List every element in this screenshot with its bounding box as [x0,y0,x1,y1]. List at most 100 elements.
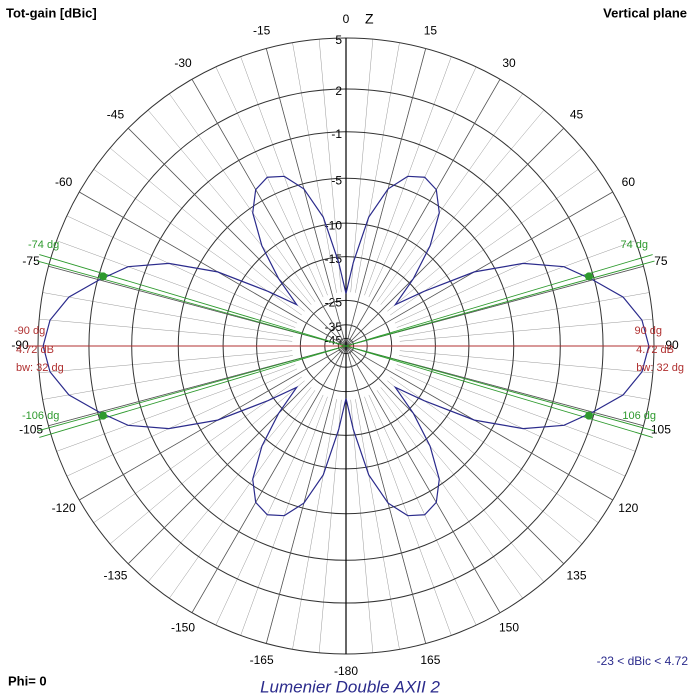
beam-edge-line [37,260,347,347]
angle-tick-label: -135 [103,569,127,583]
angle-tick-label: -60 [55,175,73,189]
grid-spoke [345,345,501,613]
minor-spoke [42,292,293,337]
pattern-line [42,175,650,517]
minor-spoke [109,380,305,545]
grid-spoke [345,127,565,347]
angle-tick-label: -75 [22,254,40,268]
y-label: Tot-gain [dBic] [6,5,97,20]
phi-label: Phi= 0 [8,673,47,688]
angle-tick-label: 150 [499,620,519,634]
r-tick-label: -35 [325,320,343,334]
minor-spoke [399,355,650,400]
angle-tick-label: -120 [52,501,76,515]
r-tick-label: -15 [325,252,343,266]
minor-spoke [66,215,298,324]
beam-edge-line [39,254,347,347]
minor-spoke [355,42,400,293]
angle-tick-label: -15 [253,23,271,37]
beam-edge-label: -74 dg [28,239,59,251]
beam-edge-line [39,345,347,438]
beam-edge-label: 106 dg [622,410,656,422]
angle-tick-label: 105 [651,423,671,437]
minor-spoke [368,66,477,298]
grid-spoke [127,345,347,565]
r-tick-label: -25 [325,295,343,309]
minor-spoke [169,93,316,302]
angle-tick-label: -45 [107,108,125,122]
grid-spoke [191,79,347,347]
max-angle-label: 90 dg [634,325,662,337]
minor-spoke [318,399,342,653]
minor-spoke [399,318,653,342]
r-tick-label: -10 [325,218,343,232]
angle-tick-label: -180 [334,664,358,678]
minor-spoke [56,240,296,328]
minor-spoke [42,355,293,400]
minor-spoke [215,394,324,626]
minor-spoke [396,240,636,328]
bw-label: bw: 32 dg [16,362,64,374]
minor-spoke [147,387,312,583]
minor-spoke [396,364,636,452]
range-label: -23 < dBic < 4.72 [597,654,689,668]
grid-spoke [79,191,347,347]
grid-spoke [345,345,565,565]
minor-spoke [318,39,342,293]
minor-spoke [147,109,312,305]
beam-marker [99,272,108,281]
angle-tick-label: 45 [570,108,584,122]
angle-tick-label: -90 [11,338,29,352]
angle-tick-label: 30 [502,56,516,70]
minor-spoke [292,399,337,650]
angle-tick-label: 60 [622,175,636,189]
minor-spoke [376,390,523,599]
minor-spoke [380,387,545,583]
grid-spoke [265,345,347,644]
minor-spoke [169,390,316,599]
plane-label: Vertical plane [603,5,687,20]
axis-label: Z [365,11,374,27]
minor-spoke [399,292,650,337]
r-tick-label: -5 [331,173,342,187]
max-gain-label: 4.72 dB [16,344,54,356]
beam-edge-line [345,345,655,432]
minor-spoke [39,350,293,374]
minor-spoke [387,147,583,312]
beam-edge-line [345,345,653,438]
angle-tick-label: 120 [618,501,638,515]
angle-tick-label: 165 [420,653,440,667]
angle-tick-label: -30 [174,56,192,70]
max-angle-label: -90 dg [14,325,45,337]
beam-edge-line [345,260,655,347]
angle-tick-label: -165 [250,653,274,667]
minor-spoke [394,368,626,477]
minor-spoke [39,318,293,342]
chart-title: Lumenier Double AXII 2 [260,677,440,696]
r-tick-label: -1 [331,127,342,141]
angle-tick-label: 0 [343,12,350,26]
angle-tick-label: 135 [567,569,587,583]
grid-spoke [345,191,613,347]
beam-edge-label: 74 dg [620,239,648,251]
minor-spoke [215,66,324,298]
angle-tick-label: 90 [665,338,679,352]
angle-tick-label: -105 [19,423,43,437]
minor-spoke [109,147,305,312]
grid-spoke [127,127,347,347]
minor-spoke [376,93,523,302]
angle-tick-label: 75 [654,254,668,268]
beam-marker [584,272,593,281]
grid-spoke [345,79,501,347]
minor-spoke [66,368,298,477]
minor-spoke [350,39,374,293]
r-tick-label: 2 [335,84,342,98]
grid-spoke [345,48,427,347]
minor-spoke [387,380,583,545]
minor-spoke [292,42,337,293]
bw-label: bw: 32 dg [636,362,684,374]
grid-spoke [191,345,347,613]
minor-spoke [380,109,545,305]
beam-marker [584,411,593,420]
